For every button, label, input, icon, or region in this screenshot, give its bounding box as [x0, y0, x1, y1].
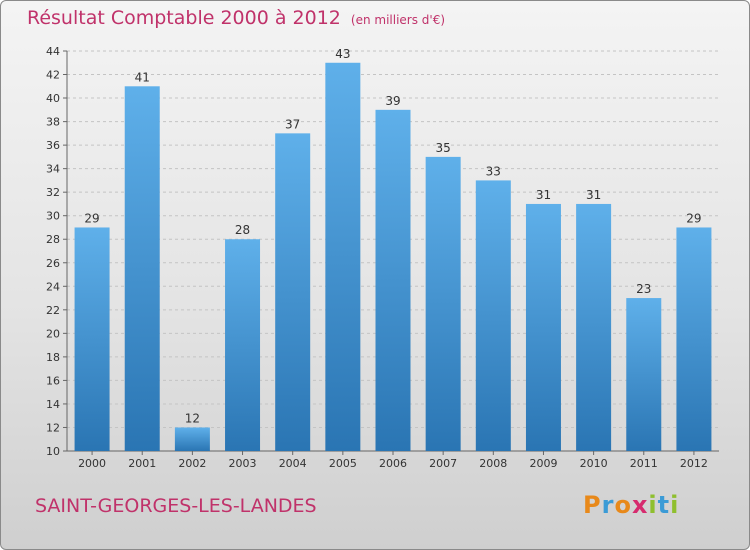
- y-tick-label: 32: [46, 186, 60, 199]
- value-label: 12: [185, 411, 200, 425]
- y-tick-label: 20: [46, 327, 60, 340]
- x-tick-label: 2002: [178, 457, 206, 470]
- x-tick-label: 2003: [229, 457, 257, 470]
- bar-2011: [626, 298, 662, 451]
- value-label: 29: [686, 211, 701, 225]
- logo-letter: t: [657, 491, 671, 519]
- bar-2000: [74, 227, 110, 451]
- value-label: 29: [84, 211, 99, 225]
- value-label: 39: [385, 94, 400, 108]
- chart-title-text: Résultat Comptable 2000 à 2012: [27, 7, 341, 29]
- bar-2007: [425, 156, 461, 451]
- y-tick-label: 44: [46, 45, 60, 58]
- value-label: 37: [285, 117, 300, 131]
- x-tick-label: 2005: [329, 457, 357, 470]
- y-tick-label: 22: [46, 304, 60, 317]
- value-label: 33: [486, 164, 501, 178]
- logo-letter: o: [614, 491, 632, 519]
- y-tick-label: 14: [46, 398, 60, 411]
- chart-title: Résultat Comptable 2000 à 2012 (en millie…: [27, 7, 445, 29]
- x-tick-label: 2012: [680, 457, 708, 470]
- x-tick-label: 2006: [379, 457, 407, 470]
- logo-letter: i: [670, 491, 680, 519]
- y-tick-label: 24: [46, 280, 60, 293]
- proxiti-logo: Proxiti: [583, 491, 679, 519]
- x-tick-label: 2000: [78, 457, 106, 470]
- bar-2009: [525, 203, 561, 451]
- y-tick-label: 42: [46, 69, 60, 82]
- chart-subtitle: (en milliers d'€): [350, 13, 446, 27]
- value-label: 41: [135, 70, 150, 84]
- y-tick-label: 34: [46, 163, 60, 176]
- value-label: 28: [235, 223, 250, 237]
- y-tick-label: 26: [46, 257, 60, 270]
- bar-2004: [275, 133, 311, 451]
- y-tick-label: 18: [46, 351, 60, 364]
- bar-2010: [576, 203, 612, 451]
- logo-letter: x: [631, 491, 649, 519]
- value-label: 31: [586, 188, 601, 202]
- value-label: 35: [436, 141, 451, 155]
- logo-letter: i: [648, 491, 658, 519]
- x-tick-label: 2009: [529, 457, 557, 470]
- x-tick-label: 2008: [479, 457, 507, 470]
- bar-2003: [225, 239, 261, 451]
- x-tick-label: 2011: [630, 457, 658, 470]
- bar-2008: [475, 180, 511, 452]
- y-tick-label: 40: [46, 92, 60, 105]
- logo-letter: P: [583, 491, 602, 519]
- y-tick-label: 10: [46, 445, 60, 458]
- x-tick-label: 2001: [128, 457, 156, 470]
- value-label: 31: [536, 188, 551, 202]
- y-tick-label: 38: [46, 116, 60, 129]
- y-tick-label: 16: [46, 374, 60, 387]
- x-tick-label: 2004: [279, 457, 307, 470]
- place-name: SAINT-GEORGES-LES-LANDES: [35, 495, 317, 517]
- bar-2012: [676, 227, 712, 451]
- value-label: 43: [335, 47, 350, 61]
- y-tick-label: 30: [46, 210, 60, 223]
- y-tick-label: 28: [46, 233, 60, 246]
- bars: [74, 62, 712, 452]
- bar-2002: [174, 427, 210, 451]
- bar-2005: [325, 62, 361, 451]
- y-tick-label: 12: [46, 421, 60, 434]
- logo-letter: r: [601, 491, 615, 519]
- bar-2006: [375, 109, 411, 451]
- labels: 2000 29 2001 41 2002 12 2003 28 2004 37 2005 43 2006…: [78, 47, 708, 470]
- y-tick-label: 36: [46, 139, 60, 152]
- x-tick-label: 2010: [580, 457, 608, 470]
- value-label: 23: [636, 282, 651, 296]
- x-tick-label: 2007: [429, 457, 457, 470]
- bar-2001: [124, 86, 160, 451]
